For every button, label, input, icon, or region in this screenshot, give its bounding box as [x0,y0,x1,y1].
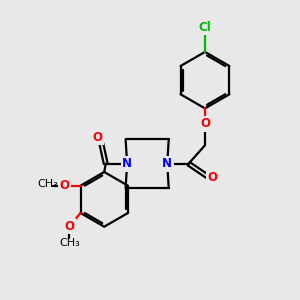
Text: O: O [93,131,103,144]
Text: O: O [200,117,210,130]
Text: Cl: Cl [199,21,212,34]
Text: CH₃: CH₃ [59,238,80,248]
Text: N: N [162,157,172,170]
Text: O: O [207,171,218,184]
Text: O: O [64,220,74,233]
Text: O: O [59,179,69,192]
Text: N: N [122,157,132,170]
Text: CH₃: CH₃ [38,179,58,189]
Text: N: N [162,157,172,170]
